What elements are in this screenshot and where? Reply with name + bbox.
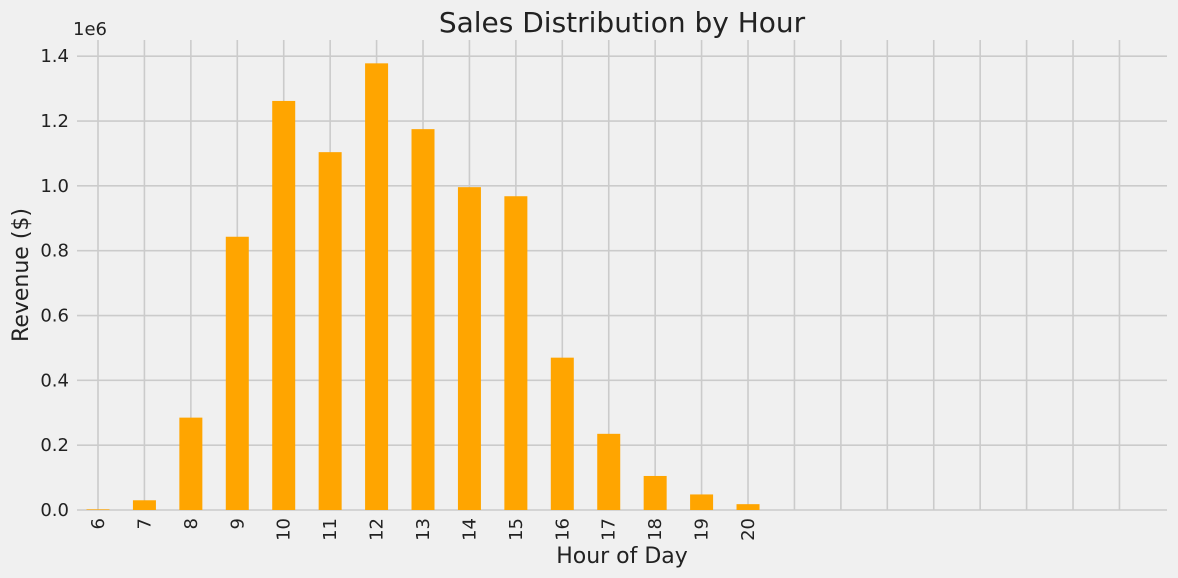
x-tick-label: 19 — [692, 518, 713, 541]
y-axis-offset-label: 1e6 — [73, 19, 107, 40]
x-tick-label: 13 — [413, 518, 434, 541]
bar — [365, 63, 388, 510]
x-tick-label: 11 — [320, 518, 341, 541]
y-tick-label: 0.4 — [40, 370, 69, 391]
bar — [737, 504, 760, 510]
y-tick-label: 1.2 — [40, 111, 69, 132]
bars — [87, 63, 760, 510]
bar — [87, 509, 110, 510]
x-tick-label: 6 — [88, 518, 109, 529]
bar — [504, 196, 527, 510]
y-tick-label: 0.2 — [40, 435, 69, 456]
y-tick-label: 1.0 — [40, 176, 69, 197]
x-tick-label: 15 — [506, 518, 527, 541]
bar — [551, 358, 574, 510]
x-tick-label: 14 — [459, 518, 480, 541]
x-tick-label: 16 — [552, 518, 573, 541]
x-tick-label: 10 — [274, 518, 295, 541]
bar — [690, 494, 713, 510]
x-tick-label: 20 — [738, 518, 759, 541]
x-tick-labels: 6 7 8 9 10 11 12 13 14 15 16 17 18 19 20 — [88, 518, 759, 541]
x-tick-label: 7 — [134, 518, 155, 529]
bar — [133, 500, 156, 510]
bar — [272, 101, 295, 510]
bar — [458, 187, 481, 510]
chart-title: Sales Distribution by Hour — [439, 6, 806, 39]
bar — [179, 418, 202, 510]
y-tick-labels: 0.0 0.2 0.4 0.6 0.8 1.0 1.2 1.4 — [40, 46, 69, 521]
x-axis-label: Hour of Day — [556, 544, 688, 569]
bar — [597, 434, 620, 510]
x-tick-label: 18 — [645, 518, 666, 541]
y-tick-label: 1.4 — [40, 46, 69, 67]
x-tick-label: 8 — [181, 518, 202, 529]
x-tick-label: 12 — [367, 518, 388, 541]
x-tick-label: 9 — [227, 518, 248, 529]
y-axis-label: Revenue ($) — [9, 208, 34, 342]
y-tick-label: 0.0 — [40, 500, 69, 521]
x-tick-label: 17 — [599, 518, 620, 541]
y-tick-label: 0.8 — [40, 241, 69, 262]
bar — [226, 237, 249, 510]
y-tick-label: 0.6 — [40, 306, 69, 327]
bar — [412, 129, 435, 510]
bar — [644, 476, 667, 510]
bar — [319, 152, 342, 510]
